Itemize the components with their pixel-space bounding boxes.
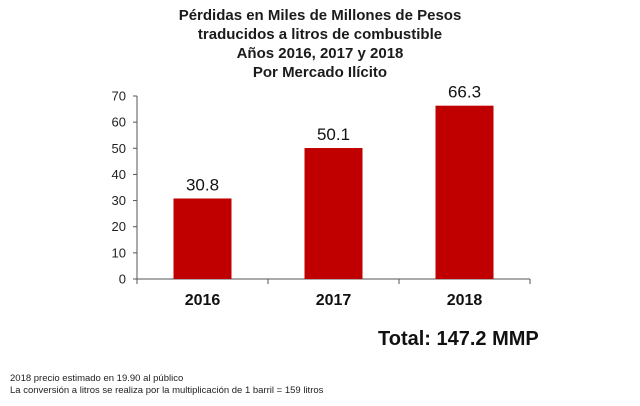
x-tick-label-2017: 2017	[316, 292, 352, 309]
data-label-2018: 66.3	[448, 83, 481, 102]
footnote-2: La conversión a litros se realiza por la…	[10, 385, 324, 396]
chart-title-line-3: Años 2016, 2017 y 2018	[236, 45, 404, 62]
bar-2016	[173, 198, 232, 279]
total-label: Total: 147.2 MMP	[378, 328, 539, 350]
y-tick-label: 10	[112, 245, 126, 260]
bar-2017	[304, 148, 363, 279]
y-tick-label: 0	[119, 272, 126, 287]
y-tick-label: 20	[112, 219, 126, 234]
x-tick-label-2016: 2016	[185, 292, 221, 309]
footnote-1: 2018 precio estimado en 19.90 al público	[10, 373, 184, 384]
data-label-2017: 50.1	[317, 125, 350, 144]
x-tick-label-2018: 2018	[447, 292, 483, 309]
bar-2018	[435, 105, 494, 280]
y-tick-label: 50	[112, 141, 126, 156]
chart-title-line-1: Pérdidas en Miles de Millones de Pesos	[178, 7, 462, 24]
chart-title-line-2: traducidos a litros de combustible	[197, 26, 443, 43]
data-label-2016: 30.8	[186, 175, 219, 194]
footnotes: 2018 precio estimado en 19.90 al público…	[10, 373, 323, 397]
y-tick-label: 30	[112, 193, 126, 208]
y-tick-label: 40	[112, 167, 126, 182]
chart-title-line-4: Por Mercado Ilícito	[252, 64, 388, 81]
chart-title: Pérdidas en Miles de Millones de Pesos t…	[0, 6, 640, 82]
y-tick-label: 70	[112, 89, 126, 104]
y-tick-label: 60	[112, 115, 126, 130]
